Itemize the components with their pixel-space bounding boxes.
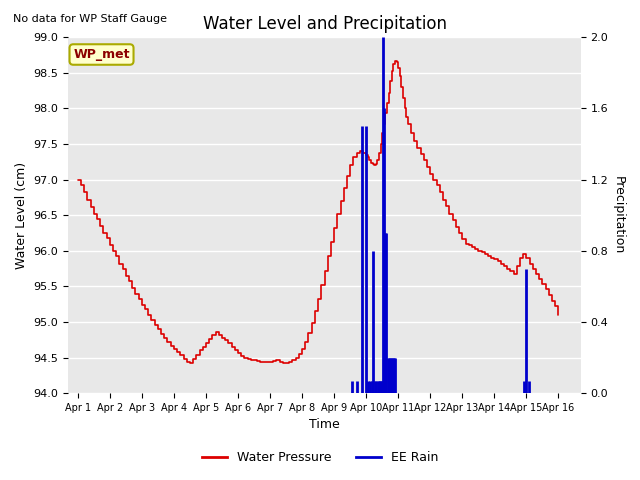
Water Pressure xyxy=(536,276,543,282)
Water Pressure xyxy=(442,203,450,209)
Water Pressure xyxy=(289,358,296,363)
Water Pressure xyxy=(327,240,335,245)
Water Pressure xyxy=(555,312,563,318)
X-axis label: Time: Time xyxy=(309,419,340,432)
Y-axis label: Water Level (cm): Water Level (cm) xyxy=(15,162,28,269)
Water Pressure xyxy=(154,326,162,332)
Water Pressure xyxy=(391,58,399,64)
Water Pressure xyxy=(186,360,194,366)
Water Pressure xyxy=(74,177,82,182)
Legend: Water Pressure, EE Rain: Water Pressure, EE Rain xyxy=(196,446,444,469)
Text: No data for WP Staff Gauge: No data for WP Staff Gauge xyxy=(13,14,167,24)
Line: Water Pressure: Water Pressure xyxy=(78,61,559,363)
Water Pressure xyxy=(420,157,428,163)
Y-axis label: Precipitation: Precipitation xyxy=(612,176,625,254)
Text: WP_met: WP_met xyxy=(73,48,130,61)
Title: Water Level and Precipitation: Water Level and Precipitation xyxy=(202,15,447,33)
